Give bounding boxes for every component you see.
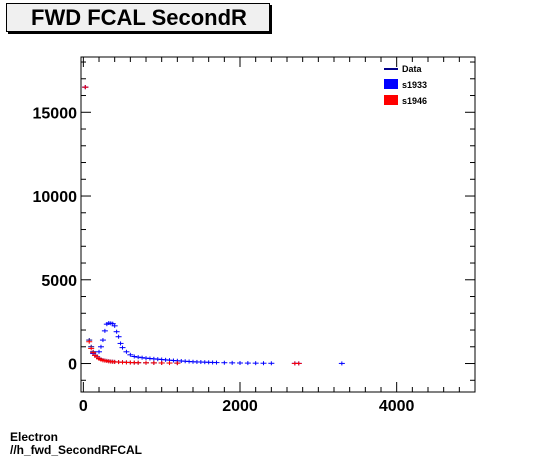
y-tick-label: 0 (68, 357, 77, 374)
footer-line-2: //h_fwd_SecondRFCAL (10, 443, 143, 457)
y-tick-label: 15000 (33, 105, 78, 122)
y-tick-label: 5000 (41, 273, 77, 290)
footer-caption: Electron //h_fwd_SecondRFCAL (10, 431, 142, 457)
series-Data (82, 85, 181, 366)
axes: 0 5000 10000 15000 0 2000 4000 (33, 57, 476, 415)
x-tick-label: 4000 (379, 398, 415, 415)
legend-label: s1946 (402, 96, 427, 106)
x-tick-label: 2000 (222, 398, 258, 415)
x-tick-label: 0 (79, 398, 88, 415)
legend-label: Data (402, 64, 423, 74)
plot-frame (80, 56, 476, 393)
y-tick-label: 10000 (33, 189, 78, 206)
footer-line-1: Electron (10, 430, 59, 444)
legend: Data s1933 s1946 (384, 64, 427, 106)
series-s1946 (82, 85, 302, 366)
legend-swatch (384, 79, 398, 89)
data-marks (82, 85, 345, 366)
series-s1933 (82, 85, 345, 366)
chart-title: FWD FCAL SecondR (6, 3, 270, 32)
legend-label: s1933 (402, 80, 427, 90)
legend-swatch (384, 95, 398, 105)
